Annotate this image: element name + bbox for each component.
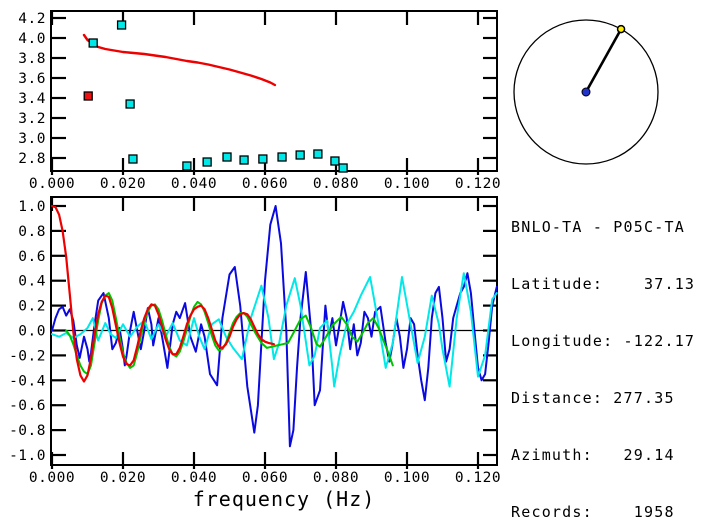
azimuth-line (584, 28, 623, 93)
longitude-line: Longitude: -122.17 (511, 332, 696, 350)
source-station-dot (581, 87, 591, 97)
x-tick-label: 0.120 (455, 470, 501, 486)
plot-frame (50, 196, 498, 466)
y-tick-label: 3.2 (18, 111, 46, 127)
data-square (182, 161, 192, 171)
plot-frame (50, 10, 498, 172)
data-square (313, 149, 323, 159)
station-info: BNLO-TA - P05C-TA Latitude: 37.13 Longit… (511, 180, 695, 519)
azimuth-diagram (513, 19, 659, 165)
x-tick-label: 0.100 (384, 470, 430, 486)
y-tick-label: 0.4 (18, 274, 46, 290)
group-velocity-measurements (88, 20, 348, 173)
data-square (125, 99, 135, 109)
dispersion-plot: 0.000 0.020 0.040 0.060 0.080 0.100 0.120 2.8 3.… (18, 10, 501, 192)
data-square (222, 152, 232, 162)
data-square (258, 154, 268, 164)
x-tick-label: 0.080 (313, 176, 359, 192)
y-tick-label: 3.0 (18, 131, 46, 147)
x-tick-label: 0.060 (242, 176, 288, 192)
distance-line: Distance: 277.35 (511, 389, 675, 407)
y-tick-label: -0.6 (9, 398, 46, 414)
data-square (83, 91, 93, 101)
phase-velocity-curve (82, 33, 277, 87)
station-pair-title: BNLO-TA - P05C-TA (511, 218, 685, 236)
x-tick-label: 0.120 (455, 176, 501, 192)
y-axis-ticks: 2.8 3.0 3.2 3.4 3.6 3.8 4.0 4.2 (18, 11, 496, 167)
data-square (116, 20, 127, 30)
y-tick-label: 1.0 (18, 199, 46, 215)
x-axis-ticks: 0.000 0.020 0.040 0.060 0.080 0.100 0.120 (29, 198, 501, 486)
y-tick-label: -0.4 (9, 373, 46, 389)
x-tick-label: 0.000 (29, 176, 75, 192)
data-square (202, 157, 212, 167)
x-tick-label: 0.080 (313, 470, 359, 486)
x-tick-label: 0.040 (171, 176, 217, 192)
observed-spectrum-blue (51, 205, 498, 448)
data-square (295, 150, 305, 160)
y-tick-label: 4.2 (18, 11, 46, 27)
x-tick-label: 0.020 (100, 176, 146, 192)
x-tick-label: 0.000 (29, 470, 75, 486)
data-square (338, 163, 348, 173)
y-tick-label: 3.6 (18, 71, 46, 87)
y-tick-label: -1.0 (9, 448, 46, 464)
y-tick-label: 0.0 (18, 324, 46, 340)
y-tick-label: 0.8 (18, 224, 46, 240)
data-square (277, 152, 287, 162)
observed-spectrum-cyan (51, 272, 498, 388)
x-tick-label: 0.020 (100, 470, 146, 486)
data-square (330, 156, 340, 166)
data-square (239, 155, 249, 165)
azimuth-circle-outline (513, 19, 659, 165)
x-tick-label: 0.100 (384, 176, 430, 192)
target-station-dot (616, 24, 626, 34)
y-tick-label: 3.4 (18, 91, 46, 107)
x-tick-label: 0.040 (171, 470, 217, 486)
y-tick-label: 3.8 (18, 51, 46, 67)
y-tick-label: -0.2 (9, 348, 46, 364)
model-spectrum-red (50, 204, 275, 383)
y-tick-label: 4.0 (18, 31, 46, 47)
data-square (128, 154, 138, 164)
azimuth-line: Azimuth: 29.14 (511, 446, 675, 464)
latitude-line: Latitude: 37.13 (511, 275, 696, 293)
y-axis-ticks: 1.0 0.8 0.6 0.4 0.2 0.0 -0.2 -0.4 -0.6 -0.8 -1.0 (9, 199, 496, 464)
y-tick-label: 2.8 (18, 151, 46, 167)
y-tick-label: -0.8 (9, 423, 46, 439)
frequency-axis-label: frequency (Hz) (193, 487, 376, 511)
y-tick-label: 0.2 (18, 299, 46, 315)
x-axis-ticks: 0.000 0.020 0.040 0.060 0.080 0.100 0.120 (29, 12, 501, 192)
selected-measurement (83, 91, 93, 101)
spectra-plot: 0.000 0.020 0.040 0.060 0.080 0.100 0.1201.00.… (9, 196, 501, 511)
y-tick-label: 0.6 (18, 249, 46, 265)
x-tick-label: 0.060 (242, 470, 288, 486)
records-line: Records: 1958 (511, 503, 675, 519)
data-square (88, 38, 98, 48)
